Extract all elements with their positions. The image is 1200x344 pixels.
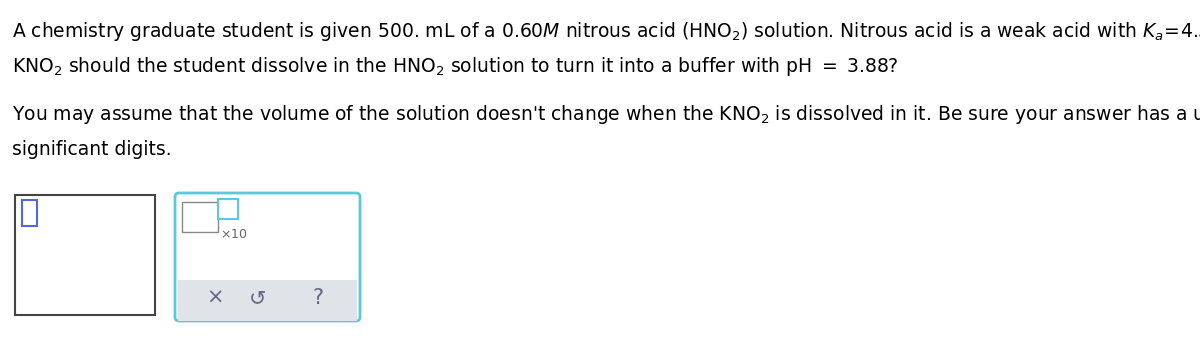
- Text: ×: ×: [206, 288, 223, 308]
- Bar: [218, 199, 238, 219]
- Text: $\mathrm{KNO_2}$ should the student dissolve in the $\mathrm{HNO_2}$ solution to: $\mathrm{KNO_2}$ should the student diss…: [12, 55, 899, 78]
- Text: You may assume that the volume of the solution doesn't change when the $\mathrm{: You may assume that the volume of the so…: [12, 103, 1200, 126]
- Text: ?: ?: [312, 288, 324, 308]
- Bar: [178, 280, 358, 321]
- Bar: [22, 200, 37, 226]
- Text: significant digits.: significant digits.: [12, 140, 172, 159]
- Text: A chemistry graduate student is given 500. mL of a 0.60$\mathit{M}$ nitrous acid: A chemistry graduate student is given 50…: [12, 18, 1200, 43]
- Text: $\times$10: $\times$10: [220, 228, 247, 241]
- FancyBboxPatch shape: [175, 193, 360, 321]
- Bar: [14, 195, 155, 315]
- Bar: [182, 202, 218, 232]
- Text: ↺: ↺: [250, 288, 266, 308]
